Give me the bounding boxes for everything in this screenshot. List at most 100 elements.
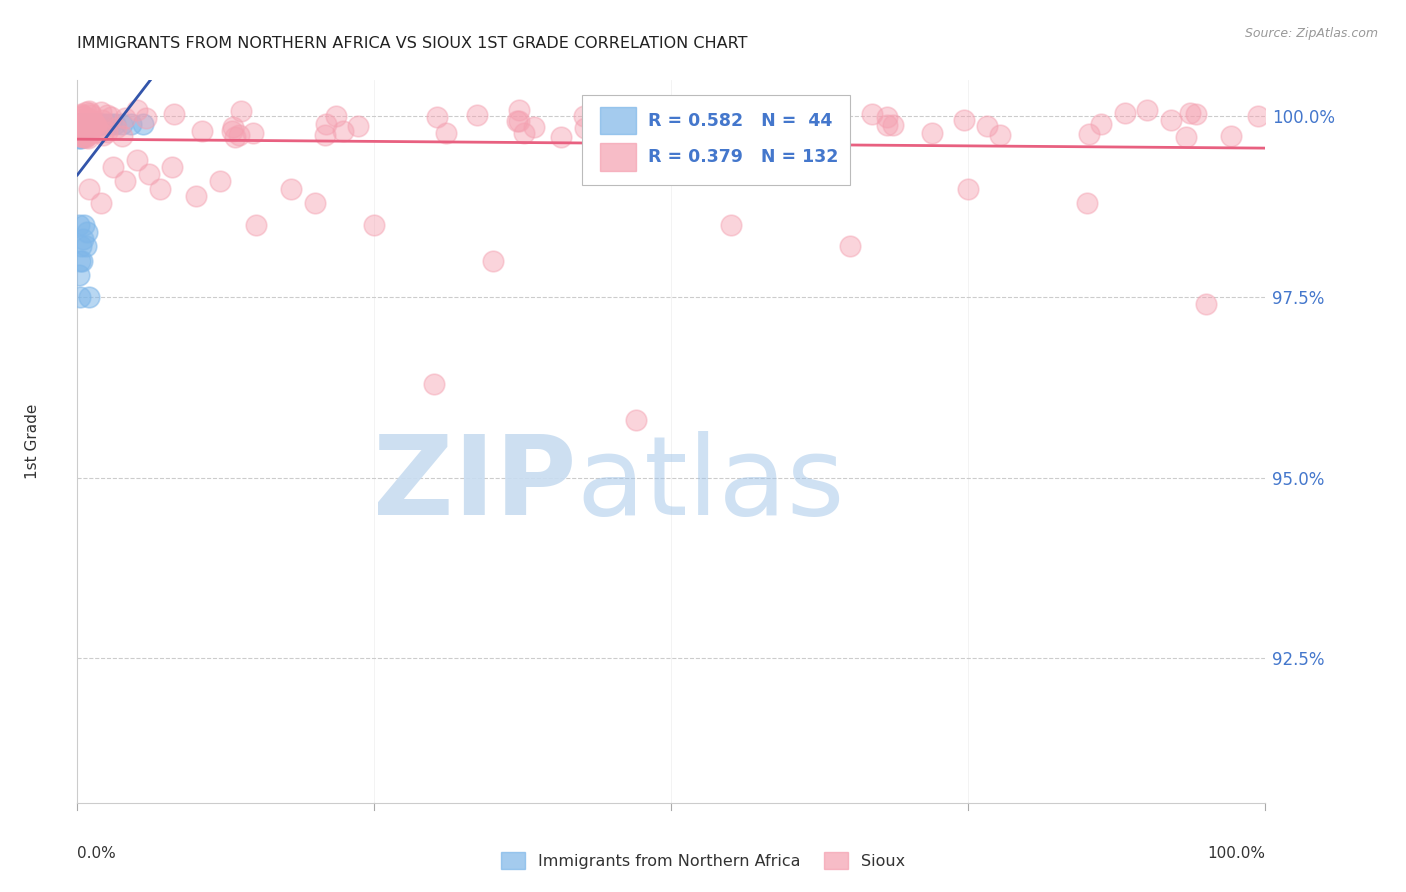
Point [90, 196, 112, 211]
Point [93, 128, 115, 142]
Point [77, 290, 100, 304]
Point [434, 127, 457, 141]
Point [245, 218, 267, 232]
Point [976, 119, 998, 133]
FancyBboxPatch shape [600, 143, 636, 170]
Point [67, 268, 90, 283]
Point [727, 122, 749, 136]
Point [523, 120, 546, 135]
Point [80, 108, 103, 122]
Point [162, 160, 184, 174]
Point [87, 117, 110, 131]
Text: Source: ZipAtlas.com: Source: ZipAtlas.com [1244, 27, 1378, 40]
Point [75, 239, 97, 253]
Point [69, 117, 91, 131]
Point [83, 117, 105, 131]
Point [70, 108, 93, 122]
Point [72, 117, 94, 131]
Point [67, 123, 90, 137]
Point [76, 117, 98, 131]
Point [224, 129, 246, 144]
Point [89, 125, 111, 139]
Point [111, 128, 134, 143]
Point [69, 253, 91, 268]
Point [70, 124, 93, 138]
Point [77, 130, 100, 145]
Point [882, 118, 904, 132]
Point [84, 117, 107, 131]
Point [79, 105, 101, 120]
Point [84, 118, 107, 132]
Point [70, 107, 93, 121]
Point [77, 117, 100, 131]
Point [69, 124, 91, 138]
Legend: Immigrants from Northern Africa, Sioux: Immigrants from Northern Africa, Sioux [495, 846, 911, 875]
Point [67, 118, 90, 132]
Point [75, 117, 97, 131]
Point [114, 112, 136, 126]
Point [423, 376, 446, 391]
Point [162, 107, 184, 121]
Point [186, 189, 208, 203]
Point [1090, 117, 1112, 131]
Point [550, 130, 572, 145]
Point [82, 118, 104, 132]
Point [242, 126, 264, 140]
Point [229, 103, 252, 118]
Point [114, 174, 136, 188]
Point [860, 107, 883, 121]
Point [1078, 127, 1101, 141]
Point [101, 160, 124, 174]
Text: R = 0.379   N = 132: R = 0.379 N = 132 [648, 148, 838, 166]
Point [73, 130, 96, 145]
Point [75, 105, 97, 120]
FancyBboxPatch shape [600, 107, 636, 135]
Point [876, 111, 898, 125]
Point [120, 117, 142, 131]
Point [77, 111, 100, 125]
Point [990, 128, 1012, 143]
Point [425, 110, 447, 124]
Point [1076, 196, 1098, 211]
Point [80, 117, 103, 131]
Point [72, 109, 94, 123]
Point [69, 112, 91, 127]
Point [79, 115, 101, 129]
Point [82, 113, 104, 128]
Point [125, 103, 148, 117]
Point [876, 119, 898, 133]
Point [70, 129, 93, 144]
Point [768, 104, 790, 119]
Point [70, 131, 93, 145]
Point [77, 181, 100, 195]
Point [1160, 113, 1182, 128]
Point [589, 107, 612, 121]
Point [67, 117, 90, 131]
Point [100, 110, 122, 124]
Point [67, 117, 90, 131]
Point [69, 119, 91, 133]
Point [1136, 103, 1159, 117]
Point [89, 104, 111, 119]
Point [1247, 110, 1270, 124]
Point [304, 196, 326, 211]
Point [70, 253, 93, 268]
Point [135, 112, 157, 126]
Point [1174, 130, 1197, 145]
Point [69, 290, 91, 304]
Point [1185, 107, 1208, 121]
Point [685, 122, 707, 136]
Point [86, 117, 108, 131]
Point [77, 117, 100, 131]
Point [191, 124, 214, 138]
Point [1180, 105, 1202, 120]
Point [467, 107, 489, 121]
Point [624, 413, 647, 427]
Text: R = 0.582   N =  44: R = 0.582 N = 44 [648, 112, 832, 129]
Point [73, 117, 96, 131]
Point [793, 129, 815, 144]
Point [325, 109, 347, 123]
Point [952, 112, 974, 127]
Point [221, 120, 243, 135]
Point [83, 116, 105, 130]
